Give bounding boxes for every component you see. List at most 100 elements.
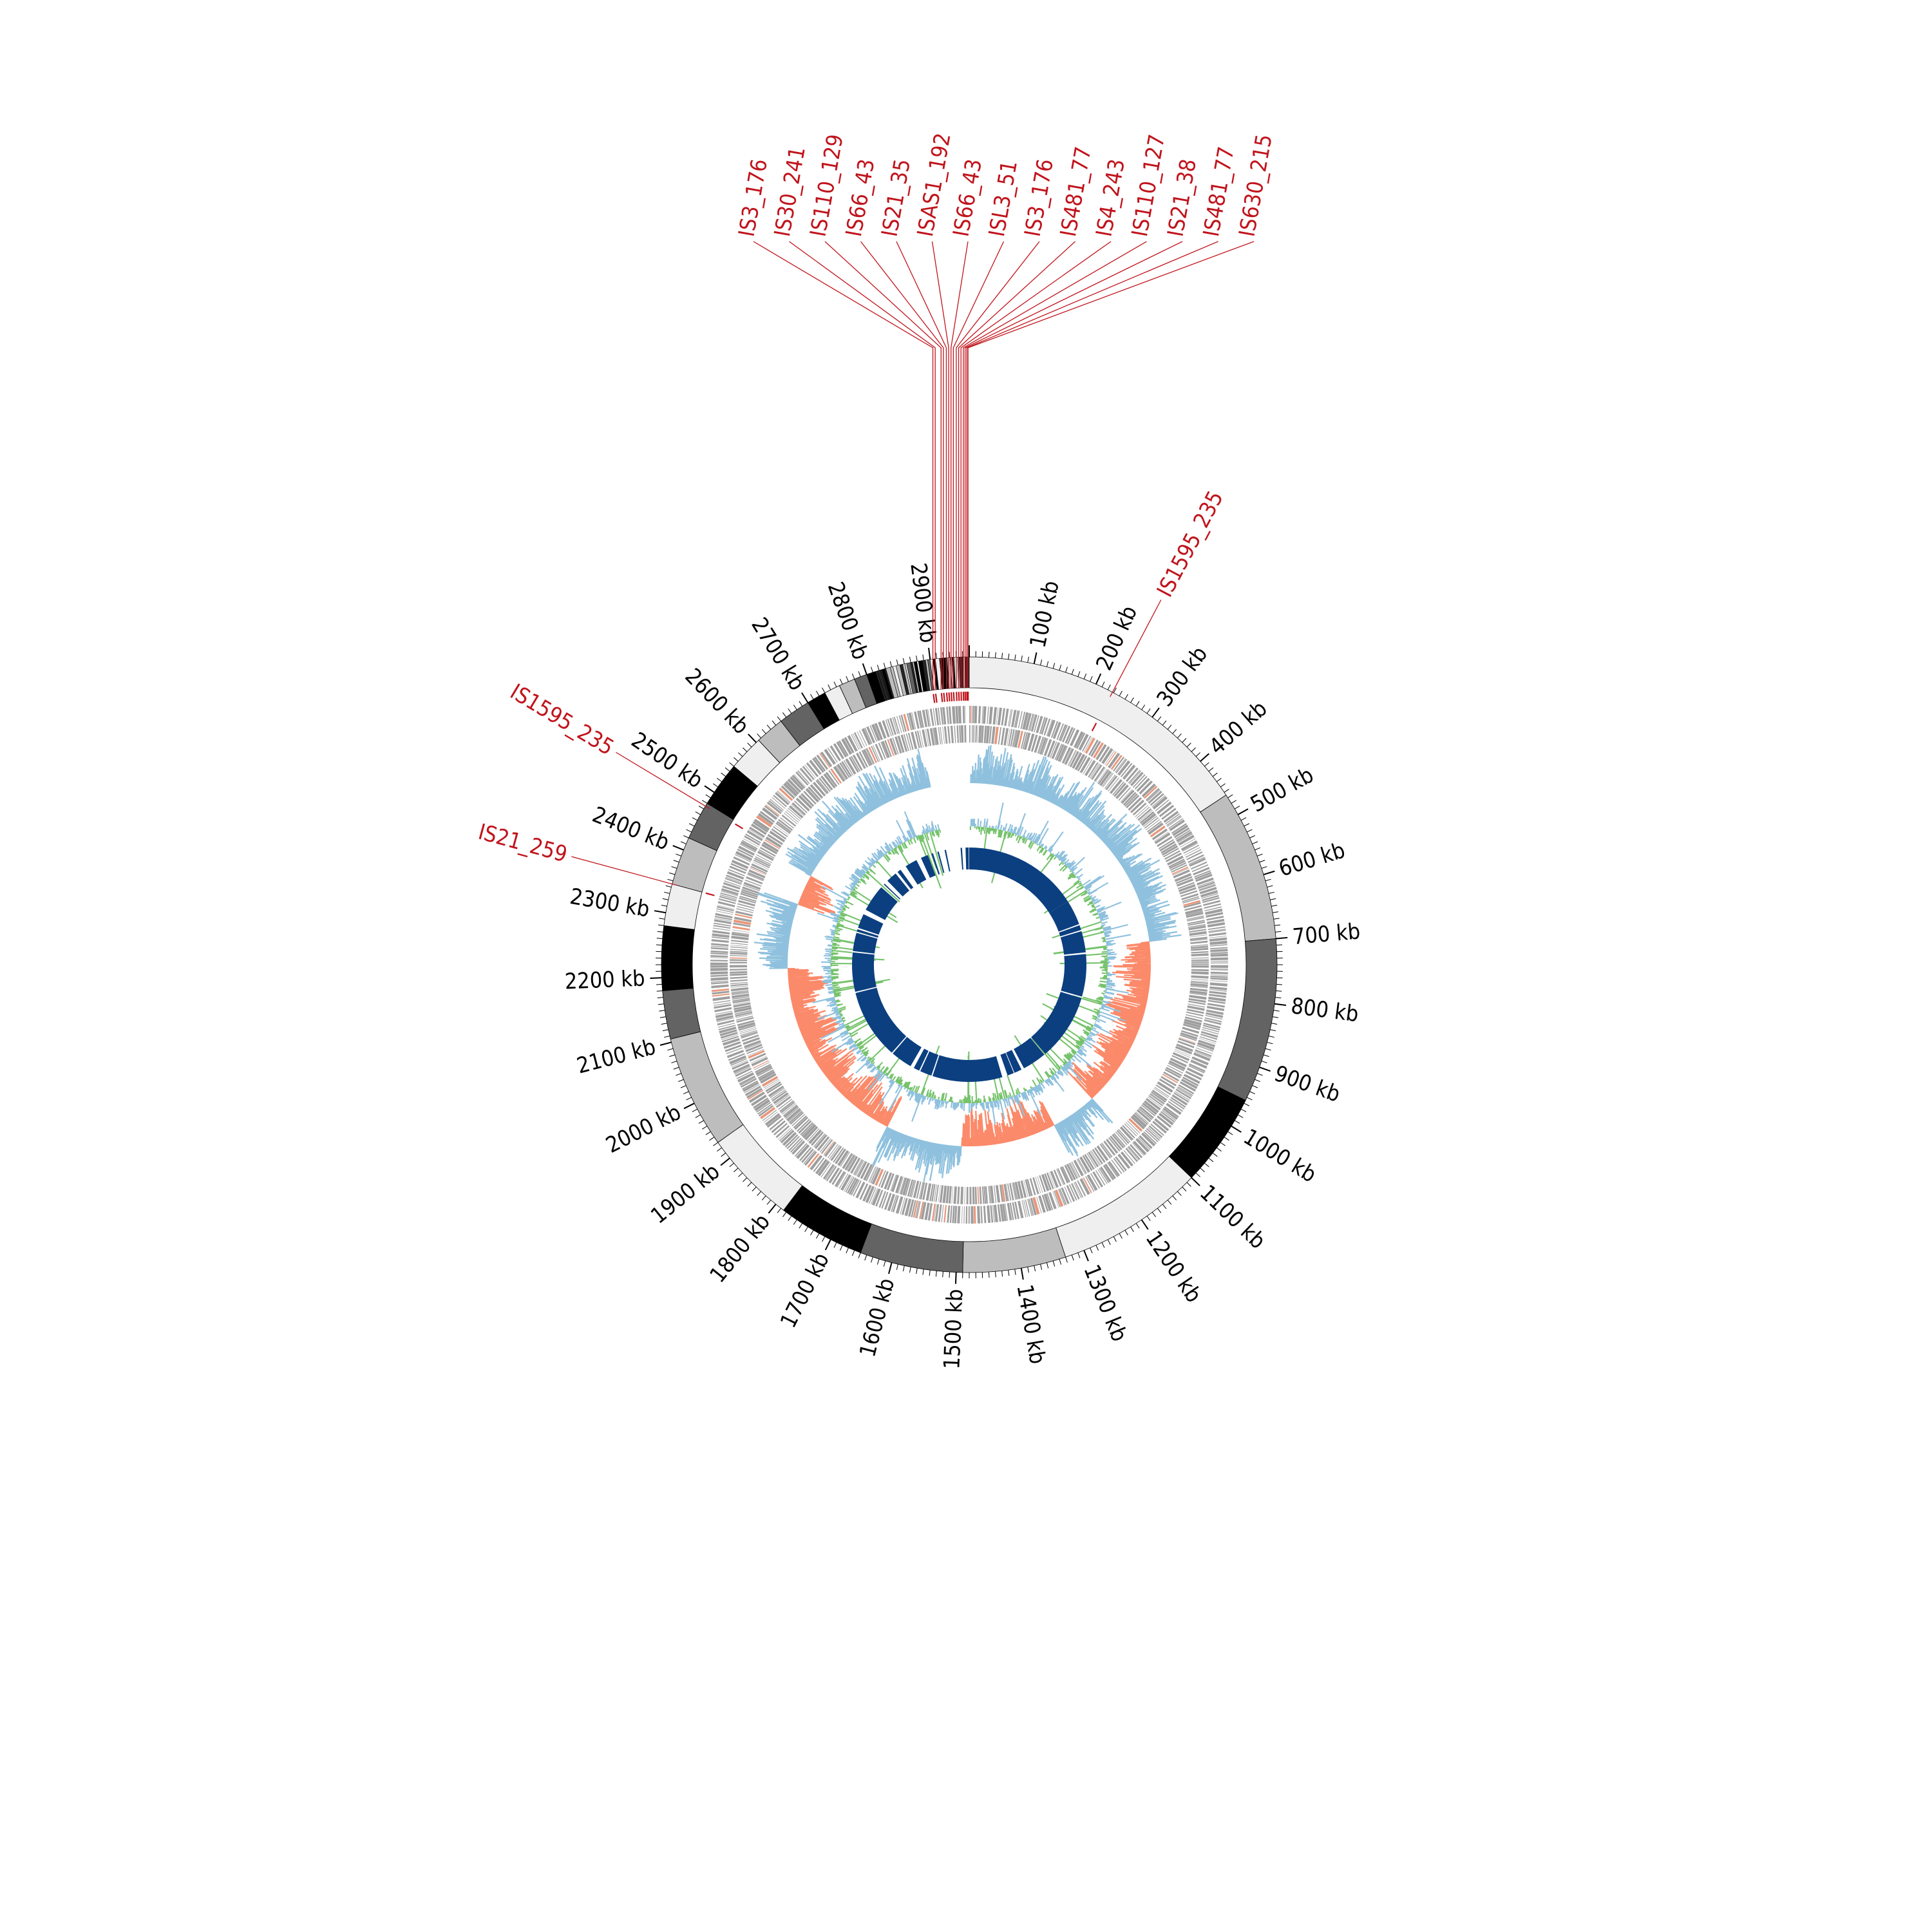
- gene-feature: [922, 1182, 928, 1200]
- gene-feature: [1125, 1122, 1139, 1135]
- minor-tick: [671, 866, 677, 869]
- gene-feature: [1194, 870, 1211, 878]
- gene-feature: [788, 808, 802, 820]
- gene-feature: [1195, 1049, 1212, 1057]
- gene-feature: [717, 901, 735, 907]
- gene-feature: [1198, 884, 1216, 890]
- gene-feature: [1084, 760, 1096, 777]
- gene-feature: [938, 1204, 942, 1222]
- gene-feature: [948, 706, 952, 724]
- gene-feature: [1015, 710, 1020, 728]
- gene-feature: [712, 933, 730, 938]
- gene-feature: [1115, 759, 1128, 773]
- gene-feature: [762, 841, 779, 853]
- is-element-label: IS66_43: [948, 157, 987, 239]
- gene-feature: [1159, 1078, 1175, 1090]
- gene-feature: [862, 1184, 872, 1202]
- gene-feature: [981, 706, 983, 724]
- minor-tick: [1146, 1215, 1151, 1221]
- gene-feature: [1199, 1038, 1216, 1044]
- gene-feature: [1127, 1120, 1141, 1133]
- gene-feature: [974, 706, 978, 724]
- gene-feature: [737, 1072, 755, 1083]
- gene-feature: [960, 725, 964, 743]
- gene-feature: [714, 1004, 732, 1009]
- gene-feature: [731, 991, 749, 994]
- gene-feature: [1137, 1137, 1151, 1150]
- gene-feature: [1043, 718, 1051, 735]
- gene-feature: [893, 716, 900, 734]
- gene-feature: [1076, 1159, 1086, 1175]
- is-label-leader: [753, 241, 934, 690]
- minor-tick: [705, 1131, 711, 1135]
- minor-tick: [1001, 1271, 1003, 1277]
- gene-feature: [925, 1183, 932, 1201]
- gene-feature: [1135, 805, 1149, 817]
- gene-feature: [904, 1198, 912, 1217]
- gene-feature: [1059, 1188, 1067, 1206]
- gene-feature: [878, 721, 887, 739]
- contig-segment: [663, 884, 703, 930]
- gene-feature: [744, 835, 761, 846]
- gene-feature: [853, 1180, 862, 1197]
- gene-feature: [875, 1189, 884, 1207]
- gene-feature: [814, 1134, 828, 1150]
- gene-feature: [711, 943, 729, 947]
- gene-feature: [916, 1201, 921, 1218]
- major-tick: [928, 647, 931, 659]
- gene-feature: [927, 709, 931, 726]
- gene-feature: [740, 1030, 757, 1036]
- minor-tick: [657, 931, 663, 933]
- gene-feature: [1172, 824, 1189, 837]
- is-label-leader: [951, 241, 969, 688]
- tick-label: 700 kb: [1291, 918, 1361, 950]
- minor-tick: [1090, 1247, 1093, 1254]
- minor-tick: [1273, 911, 1279, 913]
- minor-tick: [889, 661, 893, 667]
- minor-tick: [1001, 652, 1003, 659]
- gene-feature: [1048, 1171, 1056, 1189]
- gene-feature: [721, 888, 739, 896]
- minor-tick: [1014, 654, 1016, 661]
- gene-feature: [803, 790, 817, 805]
- gene-feature: [1163, 810, 1179, 823]
- gene-feature: [950, 725, 954, 744]
- gene-feature: [1175, 829, 1191, 840]
- minor-tick: [909, 1267, 911, 1273]
- gene-feature: [1023, 1200, 1028, 1217]
- is-element-mark: [966, 692, 968, 701]
- blast-hit-segment: [855, 987, 907, 1053]
- gene-feature: [1191, 969, 1209, 972]
- gene-feature: [1162, 845, 1179, 856]
- gene-feature: [1095, 1170, 1106, 1186]
- gene-feature: [973, 725, 975, 743]
- minor-tick: [686, 829, 692, 833]
- gene-feature: [756, 1101, 772, 1113]
- gene-feature: [823, 773, 836, 789]
- gene-feature: [1064, 748, 1074, 765]
- gene-feature: [780, 1130, 795, 1144]
- gene-feature: [775, 822, 791, 834]
- minor-tick: [1195, 752, 1201, 757]
- gene-feature: [1210, 960, 1228, 962]
- gene-feature: [1158, 839, 1174, 849]
- gene-feature: [781, 814, 797, 827]
- gene-feature: [1209, 935, 1227, 938]
- gene-feature: [713, 1000, 731, 1004]
- gene-feature: [809, 759, 822, 775]
- gene-feature: [804, 1151, 817, 1166]
- is-element-mark: [735, 823, 744, 829]
- gene-feature: [983, 1206, 987, 1224]
- gene-feature: [1191, 959, 1209, 961]
- gene-feature: [750, 867, 766, 875]
- gene-feature: [1186, 1014, 1203, 1019]
- gene-feature: [1173, 1050, 1191, 1058]
- gene-feature: [741, 1034, 759, 1042]
- gene-feature: [728, 1053, 745, 1061]
- gene-feature: [1184, 847, 1200, 856]
- gene-feature: [1103, 1164, 1114, 1180]
- minor-tick: [782, 1212, 787, 1217]
- is-label-leader: [824, 241, 942, 690]
- gene-feature: [1135, 1112, 1150, 1124]
- gene-feature: [829, 745, 841, 762]
